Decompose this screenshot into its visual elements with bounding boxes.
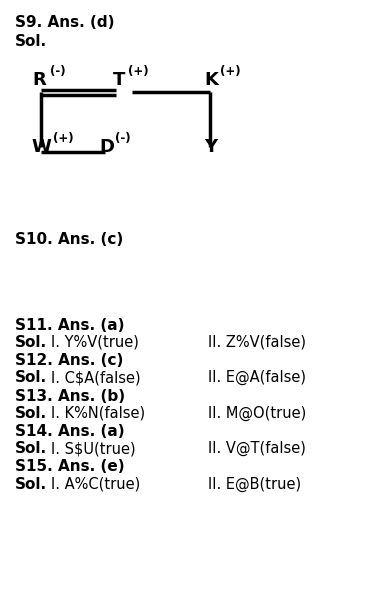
Text: II. V@T(false): II. V@T(false) [208,441,306,456]
Text: Sol.: Sol. [15,335,47,350]
Text: W: W [32,138,52,156]
Text: I. S$U(true): I. S$U(true) [51,441,135,456]
Text: S10. Ans. (c): S10. Ans. (c) [15,232,123,247]
Text: Sol.: Sol. [15,477,47,492]
Text: Sol.: Sol. [15,441,47,456]
Text: T: T [112,71,125,89]
Text: II. Z%V(false): II. Z%V(false) [208,335,306,350]
Text: Sol.: Sol. [15,34,47,49]
Text: II. M@O(true): II. M@O(true) [208,406,306,421]
Text: S11. Ans. (a): S11. Ans. (a) [15,318,125,333]
Text: S15. Ans. (e): S15. Ans. (e) [15,459,125,475]
Text: I. Y%V(true): I. Y%V(true) [51,335,138,350]
Text: Sol.: Sol. [15,406,47,421]
Text: (+): (+) [53,132,73,145]
Text: I. A%C(true): I. A%C(true) [51,477,140,492]
Text: (-): (-) [115,132,131,145]
Text: (+): (+) [220,65,241,78]
Text: Sol.: Sol. [15,370,47,386]
Text: K: K [204,71,218,89]
Text: S13. Ans. (b): S13. Ans. (b) [15,389,125,404]
Text: Y: Y [204,138,218,156]
Text: D: D [99,138,114,156]
Text: (-): (-) [50,65,66,78]
Text: I. C$A(false): I. C$A(false) [51,370,140,386]
Text: (+): (+) [128,65,149,78]
Text: I. K%N(false): I. K%N(false) [51,406,145,421]
Text: R: R [32,71,46,89]
Text: S14. Ans. (a): S14. Ans. (a) [15,424,125,439]
Text: II. E@B(true): II. E@B(true) [208,477,301,492]
Text: II. E@A(false): II. E@A(false) [208,370,306,386]
Text: S9. Ans. (d): S9. Ans. (d) [15,15,114,31]
Text: S12. Ans. (c): S12. Ans. (c) [15,353,123,368]
